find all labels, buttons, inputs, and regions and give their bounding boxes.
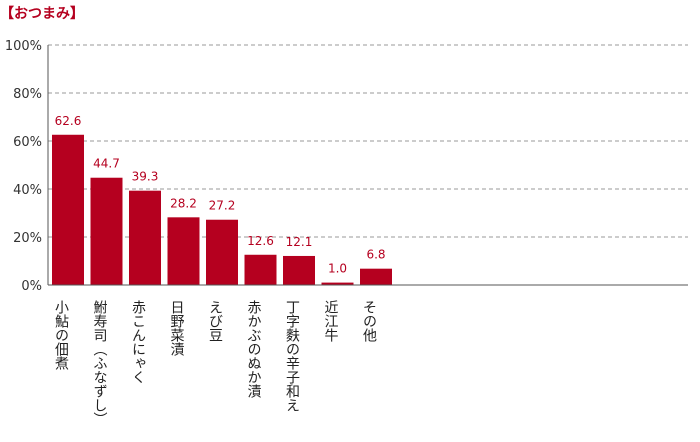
chart-title: 【おつまみ】 (0, 6, 84, 22)
data-label: 39.3 (132, 170, 159, 184)
y-tick-label: 100% (5, 39, 42, 54)
y-axis-ticks: 0% 20% 40% 60% 80% 100% (5, 39, 42, 294)
x-tick-label: 近江牛 (323, 300, 339, 342)
y-tick-label: 20% (13, 231, 42, 246)
y-tick-label: 60% (13, 135, 42, 150)
data-labels: 62.6 44.7 39.3 28.2 27.2 12.6 12.1 1.0 6.8 (55, 114, 386, 276)
data-label: 28.2 (170, 196, 197, 210)
y-tick-label: 0% (21, 279, 42, 294)
x-tick-label: 小鮎の佃煮 (53, 300, 69, 370)
y-tick-label: 80% (13, 87, 42, 102)
bar (321, 282, 354, 285)
bars (52, 134, 392, 285)
data-label: 62.6 (55, 114, 82, 128)
bar (90, 177, 123, 285)
data-label: 1.0 (328, 262, 347, 276)
x-tick-label: 日野菜漬 (169, 300, 185, 356)
x-tick-label: えび豆 (207, 300, 223, 342)
bar (244, 254, 277, 285)
data-label: 12.6 (247, 234, 274, 248)
x-tick-label: 丁字麩の辛子和え (284, 300, 300, 412)
x-tick-label: 赤かぶのぬか漬 (246, 300, 262, 398)
data-label: 12.1 (286, 235, 313, 249)
bar (129, 190, 161, 285)
x-axis-labels: 小鮎の佃煮 鮒寿司（ふなずし） 赤こんにゃく 日野菜漬 えび豆 赤かぶのぬか漬 丁字麩の辛子… (53, 300, 377, 426)
data-label: 44.7 (93, 157, 120, 171)
x-tick-label: その他 (361, 300, 377, 343)
x-tick-label: 赤こんにゃく (130, 300, 146, 384)
bar (206, 219, 238, 285)
bar (52, 134, 84, 285)
data-label: 27.2 (209, 199, 236, 213)
bar (283, 255, 315, 285)
bar (360, 268, 392, 285)
x-tick-label: 鮒寿司（ふなずし） (92, 300, 108, 426)
y-tick-label: 40% (13, 183, 42, 198)
data-label: 6.8 (366, 248, 385, 262)
bar (167, 217, 200, 285)
